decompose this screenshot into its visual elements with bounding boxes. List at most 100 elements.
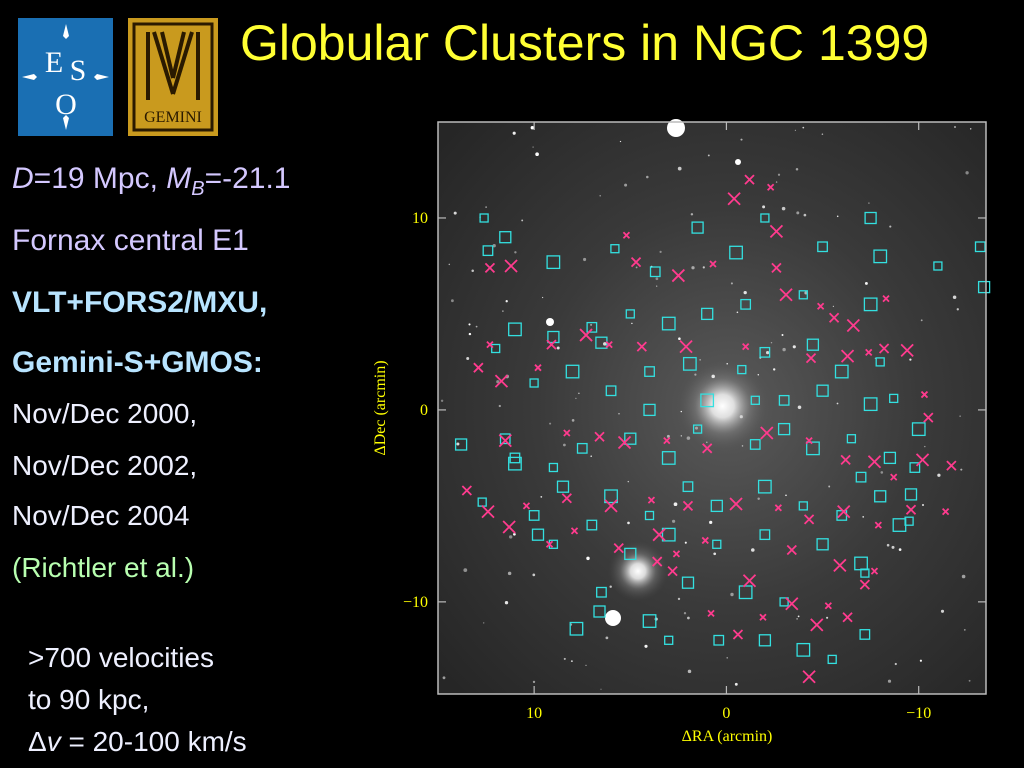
velocity-symbol: v (46, 726, 61, 757)
axis-ticks: 10 10 0 0 −10 −10 (403, 122, 986, 722)
cross-point (579, 328, 593, 342)
field-star (961, 574, 966, 579)
velocities-line: >700 velocities (28, 642, 215, 673)
cross-point (828, 312, 840, 323)
field-star (797, 615, 800, 618)
cross-point (742, 342, 750, 351)
field-star (492, 244, 496, 248)
cross-point (702, 443, 713, 454)
cross-point (842, 612, 853, 623)
field-star (496, 380, 500, 384)
field-star (453, 211, 457, 215)
field-star (762, 205, 766, 209)
dispersion-range: = 20-100 km/s (60, 726, 247, 757)
cross-point (915, 453, 930, 467)
field-star (898, 548, 902, 551)
x-tick-label: −10 (906, 705, 931, 722)
field-star (795, 167, 799, 171)
field-star (466, 357, 470, 360)
cross-point (522, 502, 531, 510)
square-point (909, 462, 921, 473)
field-star (677, 166, 682, 171)
cross-point (701, 536, 709, 545)
square-point (977, 280, 991, 294)
field-star (940, 609, 945, 613)
square-point (508, 322, 522, 337)
cross-point (594, 431, 605, 442)
eso-logo: E S O (18, 18, 113, 136)
field-star (687, 669, 692, 674)
field-star (678, 337, 681, 341)
field-star (656, 285, 658, 287)
instrument-vlt: VLT+FORS2/MXU, (12, 286, 268, 319)
square-point (661, 316, 676, 331)
field-star (757, 374, 760, 376)
y-tick-label: −10 (403, 594, 428, 611)
field-star (672, 519, 676, 523)
field-star (683, 612, 687, 615)
field-star (530, 126, 534, 130)
square-point (692, 424, 703, 434)
square-point (625, 309, 635, 319)
field-star (673, 502, 678, 507)
square-point (528, 510, 540, 521)
field-star (504, 601, 509, 605)
galaxy-glow (676, 360, 769, 453)
field-star (919, 659, 923, 662)
cross-point (561, 493, 572, 504)
cross-point (652, 556, 663, 567)
field-star (821, 133, 824, 135)
square-point (759, 346, 771, 358)
field-star (707, 154, 710, 157)
bright-star (667, 119, 685, 137)
square-point (531, 528, 545, 541)
field-star (891, 545, 895, 549)
square-point (576, 442, 588, 454)
field-star (887, 679, 892, 683)
field-star (575, 397, 577, 400)
square-point (586, 321, 598, 333)
field-star (507, 571, 512, 576)
square-point (700, 393, 715, 408)
field-star (585, 664, 587, 667)
square-point (759, 529, 771, 541)
field-star (498, 404, 501, 408)
field-star (741, 445, 744, 447)
field-star (702, 266, 705, 269)
field-star (886, 543, 890, 547)
cross-point (771, 262, 782, 274)
square-point (661, 451, 676, 465)
cross-point (604, 499, 618, 513)
cross-point (837, 505, 851, 519)
square-point (454, 438, 468, 451)
square-point (778, 394, 790, 406)
field-star (924, 445, 926, 448)
svg-text:S: S (70, 54, 87, 87)
field-star (889, 225, 892, 228)
galaxy-glow (607, 541, 668, 602)
square-point (710, 499, 723, 513)
svg-text:O: O (55, 88, 77, 121)
distance-range-line: to 90 kpc, (28, 684, 150, 715)
cross-point (622, 231, 631, 239)
plot-frame (437, 121, 987, 695)
field-star (502, 310, 504, 312)
square-point (873, 249, 888, 264)
field-star (508, 535, 513, 539)
square-point (610, 244, 620, 254)
cross-point (732, 629, 744, 640)
cross-point (667, 566, 678, 577)
field-star (836, 402, 839, 405)
field-star (680, 410, 682, 413)
square-point (596, 586, 607, 598)
field-star (770, 341, 773, 344)
field-star (680, 435, 682, 437)
series-squares (454, 211, 991, 665)
field-star (781, 206, 786, 211)
field-star (655, 277, 659, 281)
cross-point (486, 341, 494, 349)
field-star (540, 496, 543, 498)
square-point (605, 385, 617, 397)
cross-point (727, 192, 741, 206)
